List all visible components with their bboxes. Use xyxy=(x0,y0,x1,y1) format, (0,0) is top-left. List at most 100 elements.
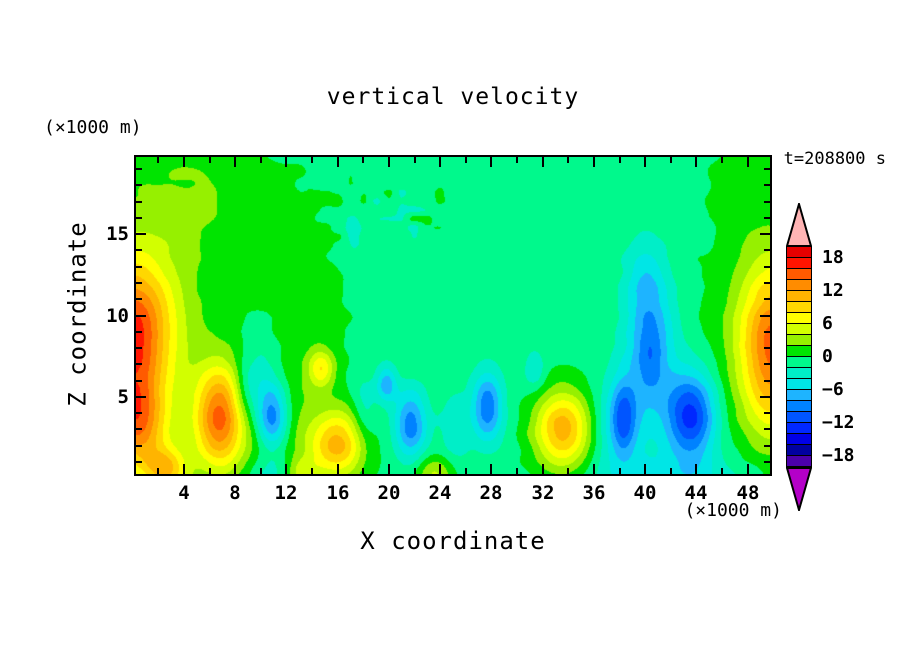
z-minor-tick xyxy=(764,298,770,300)
x-major-tick xyxy=(490,464,492,474)
x-major-tick xyxy=(490,157,492,167)
x-tick-label: 40 xyxy=(633,482,657,504)
z-minor-tick xyxy=(764,412,770,414)
colorbar-segment xyxy=(786,455,812,467)
time-label: t=208800 s xyxy=(783,149,886,169)
x-minor-tick xyxy=(209,468,211,474)
z-minor-tick xyxy=(764,445,770,447)
z-minor-tick xyxy=(136,184,142,186)
z-minor-tick xyxy=(136,363,142,365)
z-minor-tick xyxy=(764,363,770,365)
x-tick-label: 28 xyxy=(479,482,503,504)
x-major-tick xyxy=(695,157,697,167)
z-minor-tick xyxy=(764,461,770,463)
x-minor-tick xyxy=(670,468,672,474)
x-tick-label: 48 xyxy=(736,482,760,504)
z-minor-tick xyxy=(764,266,770,268)
colorbar-label: 6 xyxy=(822,313,833,334)
x-major-tick xyxy=(285,464,287,474)
z-axis-unit-label: (×1000 m) xyxy=(44,117,142,138)
x-minor-tick xyxy=(260,157,262,163)
z-minor-tick xyxy=(136,217,142,219)
z-minor-tick xyxy=(136,282,142,284)
z-major-tick xyxy=(760,315,770,317)
x-major-tick xyxy=(644,464,646,474)
x-minor-tick xyxy=(465,157,467,163)
z-minor-tick xyxy=(136,380,142,382)
x-major-tick xyxy=(388,464,390,474)
figure-title: vertical velocity xyxy=(326,84,580,110)
x-minor-tick xyxy=(362,468,364,474)
x-major-tick xyxy=(747,157,749,167)
colorbar-label: 0 xyxy=(822,346,833,367)
x-major-tick xyxy=(593,157,595,167)
z-major-tick xyxy=(136,233,146,235)
x-axis-title: X coordinate xyxy=(360,527,546,555)
x-minor-tick xyxy=(311,468,313,474)
z-minor-tick xyxy=(136,428,142,430)
x-tick-label: 20 xyxy=(377,482,401,504)
x-minor-tick xyxy=(465,468,467,474)
z-minor-tick xyxy=(136,298,142,300)
x-tick-label: 12 xyxy=(274,482,298,504)
z-minor-tick xyxy=(136,445,142,447)
plot-area: 4 8 12 16 20 24 28 32 36 40 44 48 5 10 15 xyxy=(106,155,772,504)
x-major-tick xyxy=(388,157,390,167)
x-minor-tick xyxy=(516,468,518,474)
z-minor-tick xyxy=(764,201,770,203)
x-major-tick xyxy=(285,157,287,167)
x-major-tick xyxy=(439,464,441,474)
x-major-tick xyxy=(234,464,236,474)
x-minor-tick xyxy=(311,157,313,163)
x-minor-tick xyxy=(157,468,159,474)
z-minor-tick xyxy=(136,331,142,333)
x-major-tick xyxy=(183,157,185,167)
x-tick-label: 4 xyxy=(178,482,190,504)
colorbar-over-arrow-icon xyxy=(786,203,812,247)
x-major-tick xyxy=(644,157,646,167)
z-minor-tick xyxy=(764,282,770,284)
colorbar-label: 18 xyxy=(822,247,844,268)
colorbar-label: −6 xyxy=(822,379,844,400)
z-major-tick xyxy=(760,233,770,235)
x-minor-tick xyxy=(260,468,262,474)
z-minor-tick xyxy=(136,412,142,414)
x-major-tick xyxy=(593,464,595,474)
x-minor-tick xyxy=(157,157,159,163)
z-tick-label: 5 xyxy=(117,386,129,408)
x-tick-label: 24 xyxy=(428,482,452,504)
x-tick-label: 44 xyxy=(684,482,708,504)
x-tick-label: 16 xyxy=(326,482,350,504)
z-minor-tick xyxy=(136,461,142,463)
colorbar-label: 12 xyxy=(822,280,844,301)
x-minor-tick xyxy=(670,157,672,163)
x-minor-tick xyxy=(619,157,621,163)
z-minor-tick xyxy=(136,168,142,170)
colorbar-scale xyxy=(786,246,812,467)
x-major-tick xyxy=(542,157,544,167)
z-minor-tick xyxy=(136,201,142,203)
x-minor-tick xyxy=(567,157,569,163)
z-minor-tick xyxy=(764,168,770,170)
x-major-tick xyxy=(439,157,441,167)
x-minor-tick xyxy=(362,157,364,163)
z-major-tick xyxy=(136,396,146,398)
z-minor-tick xyxy=(136,249,142,251)
z-axis-title-wrap: Z coordinate xyxy=(58,155,98,472)
z-major-tick xyxy=(760,396,770,398)
z-minor-tick xyxy=(136,347,142,349)
x-major-tick xyxy=(542,464,544,474)
z-major-tick xyxy=(136,315,146,317)
z-axis-title: Z coordinate xyxy=(64,220,93,407)
x-minor-tick xyxy=(619,468,621,474)
colorbar xyxy=(786,203,812,511)
z-minor-tick xyxy=(136,266,142,268)
colorbar-label: −12 xyxy=(822,412,855,433)
x-major-tick xyxy=(337,157,339,167)
x-minor-tick xyxy=(567,468,569,474)
z-minor-tick xyxy=(764,380,770,382)
z-minor-tick xyxy=(764,249,770,251)
x-minor-tick xyxy=(414,468,416,474)
x-tick-label: 36 xyxy=(582,482,606,504)
